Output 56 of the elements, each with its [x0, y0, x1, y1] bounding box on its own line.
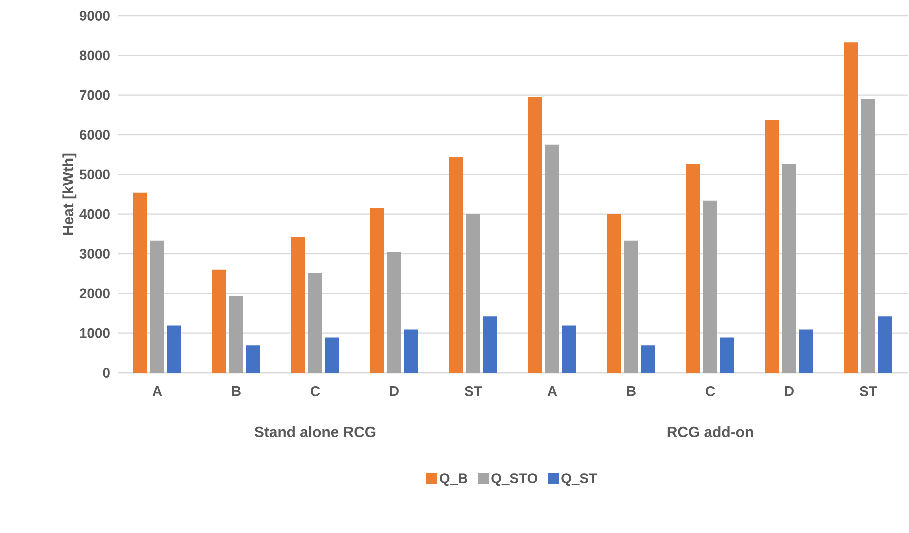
bar [782, 164, 796, 373]
x-tick-label: D [785, 386, 794, 396]
bar [608, 214, 622, 373]
bar [528, 97, 542, 373]
y-tick-label: 9000 [80, 11, 110, 21]
x-tick-label: A [152, 386, 162, 396]
bar [704, 200, 718, 373]
bar [246, 346, 260, 373]
text: Stand alone RCG [254, 426, 376, 438]
x-tick-label: A [548, 386, 558, 396]
x-tick-label: C [311, 386, 320, 396]
bar [878, 316, 892, 373]
bar [212, 270, 226, 373]
legend-label: Q_B [440, 474, 468, 486]
bar [450, 157, 464, 373]
bar [766, 120, 780, 373]
x-tick-label: ST [464, 386, 482, 396]
x-tick-label: C [706, 386, 716, 396]
bar [484, 316, 498, 373]
x-tick-label: B [627, 386, 636, 396]
y-tick-label: 1000 [80, 328, 110, 338]
bar [134, 192, 148, 373]
x-tick-label: B [232, 386, 241, 396]
y-tick-label: 4000 [80, 209, 110, 220]
bar [388, 252, 402, 373]
bar [292, 237, 306, 373]
y-tick-label: 6000 [80, 130, 110, 140]
y-tick-label: 7000 [80, 90, 110, 100]
bar [404, 330, 418, 373]
bar [686, 164, 700, 373]
legend-label: Q_ST [562, 474, 598, 486]
bar [370, 208, 384, 373]
bar [168, 326, 182, 373]
bar [624, 240, 638, 373]
y-tick-label: 2000 [80, 288, 110, 299]
bar [862, 99, 876, 373]
bar [546, 144, 560, 373]
bar [230, 296, 244, 373]
legend-label: Q_STO [492, 474, 538, 486]
bar [642, 346, 656, 373]
y-axis-title: Heat [kWth] [62, 154, 77, 236]
y-tick-label: 0 [103, 368, 110, 378]
y-tick-label: 3000 [80, 249, 110, 259]
x-tick-label: ST [860, 386, 878, 396]
bar [150, 240, 164, 373]
bar [562, 326, 576, 373]
text: RCG add-on [668, 426, 754, 438]
y-tick-label: 8000 [80, 50, 110, 61]
bar [466, 214, 480, 373]
y-tick-label: 5000 [80, 170, 110, 180]
bar [308, 273, 322, 373]
x-tick-label: D [390, 386, 399, 396]
bar [800, 330, 814, 373]
bar [326, 338, 340, 373]
bar [844, 42, 858, 373]
bar [720, 338, 734, 373]
